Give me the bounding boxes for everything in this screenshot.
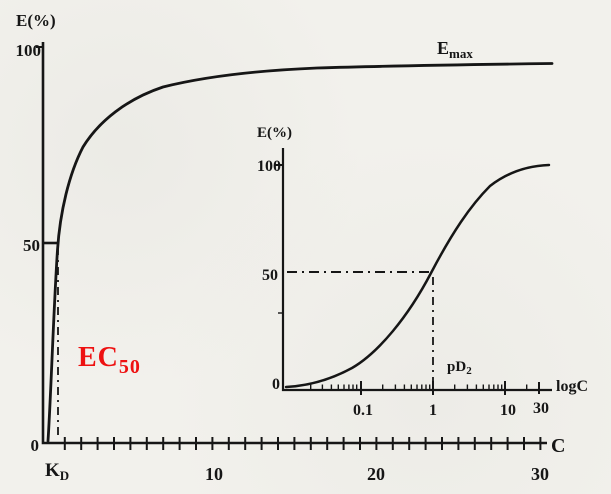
ec50-label: EC50 xyxy=(78,342,141,378)
main-dose-response-curve xyxy=(46,62,554,443)
inset-x-tick-label-30: 30 xyxy=(533,400,549,417)
pd2-label: pD2 xyxy=(447,359,472,377)
inset-x-tick-label-1: 1 xyxy=(429,402,437,419)
main-x-tick-label-10: 10 xyxy=(205,464,223,484)
main-plot: E(%) 100 50 0 10 20 30 C Emax KD xyxy=(16,11,566,484)
main-y-tick-label-50: 50 xyxy=(23,236,40,255)
main-x-tick-label-20: 20 xyxy=(367,464,385,484)
inset-axes xyxy=(281,148,552,392)
main-y-axis-label: E(%) xyxy=(16,11,56,30)
emax-label: Emax xyxy=(437,38,473,61)
inset-y-tick-label-50: 50 xyxy=(262,267,278,284)
inset-x-axis-label: logC xyxy=(556,378,588,395)
inset-x-major-ticks xyxy=(360,381,540,395)
inset-x-tick-label-10: 10 xyxy=(500,402,516,419)
inset-y-tick-label-0: 0 xyxy=(272,376,280,393)
kd-label: KD xyxy=(45,460,69,483)
main-y-tick-label-0: 0 xyxy=(31,436,40,455)
inset-x-tick-label-0-1: 0.1 xyxy=(353,402,373,419)
inset-plot: E(%) 100 50 0 0.1 1 10 30 logC pD2 xyxy=(257,125,588,419)
main-axes xyxy=(41,42,547,445)
inset-y-tick-label-100: 100 xyxy=(257,158,281,175)
main-y-tick-label-100: 100 xyxy=(16,41,42,60)
inset-x-minor-ticks xyxy=(310,384,528,390)
main-x-ticks xyxy=(63,437,542,450)
main-x-tick-label-30: 30 xyxy=(531,464,549,484)
inset-y-axis-label: E(%) xyxy=(257,125,292,141)
main-x-axis-label: C xyxy=(551,435,565,457)
inset-sigmoid-curve xyxy=(284,163,551,389)
